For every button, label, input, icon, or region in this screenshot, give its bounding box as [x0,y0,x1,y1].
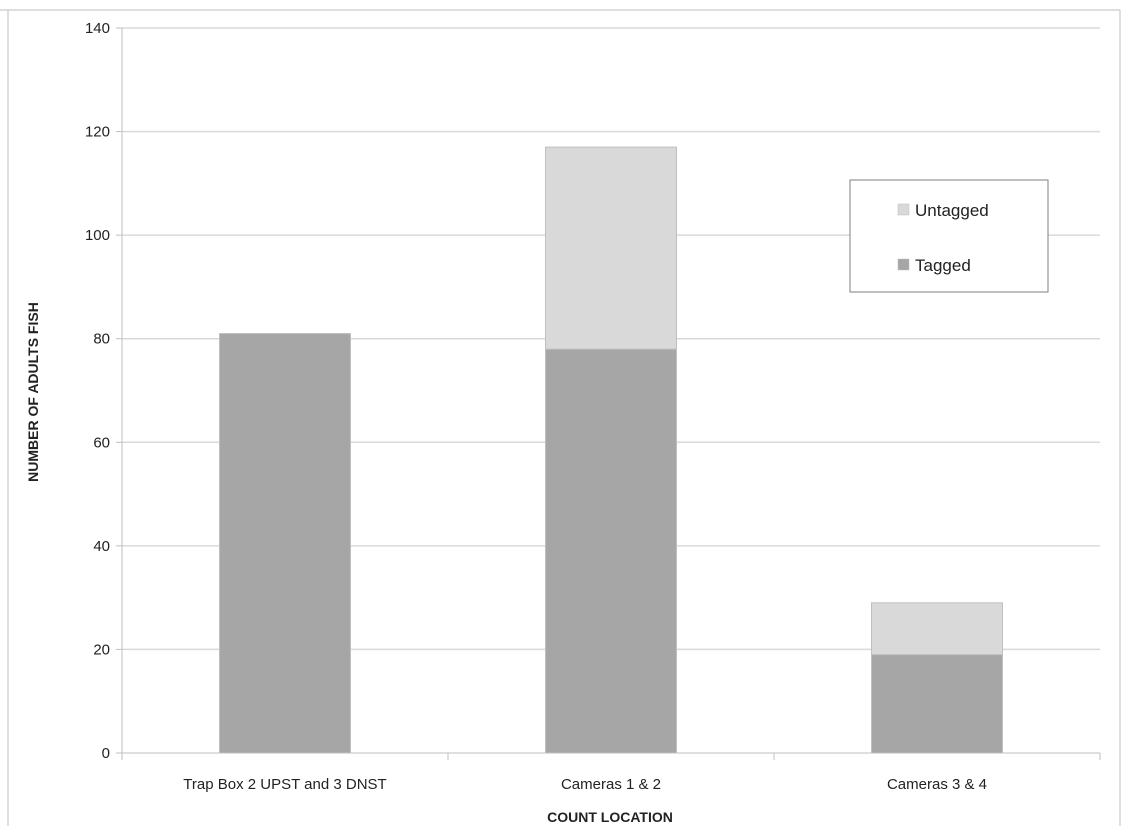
bar-untagged [545,146,677,350]
bar-tagged [219,333,351,754]
x-axis-title: COUNT LOCATION [547,809,673,825]
bar-untagged [871,602,1003,656]
axes: 0 20 40 60 80 100 120 140 Trap Box 2 UPST and 3 … [85,20,1101,793]
y-tick-label: 80 [93,331,110,348]
legend-swatch-tagged [897,258,910,271]
y-tick-label: 120 [85,124,110,141]
y-tick-label: 140 [85,20,110,37]
legend-label-tagged: Tagged [915,256,971,275]
y-tick-label: 0 [102,745,110,762]
legend: Untagged Tagged [849,179,1049,293]
y-tick-label: 60 [93,434,110,451]
y-tick-label: 40 [93,538,110,555]
y-axis-title: NUMBER OF ADULTS FISH [25,302,41,482]
bar-tagged [871,654,1003,754]
bar-tagged [545,348,677,754]
legend-label-untagged: Untagged [915,201,989,220]
x-tick-label: Cameras 3 & 4 [887,776,987,793]
y-tick-label: 20 [93,641,110,658]
legend-swatch-untagged [897,203,910,216]
x-tick-label: Trap Box 2 UPST and 3 DNST [183,776,386,793]
bars [219,146,1003,754]
x-tick-label: Cameras 1 & 2 [561,776,661,793]
legend-box [849,179,1049,293]
y-tick-label: 100 [85,227,110,244]
